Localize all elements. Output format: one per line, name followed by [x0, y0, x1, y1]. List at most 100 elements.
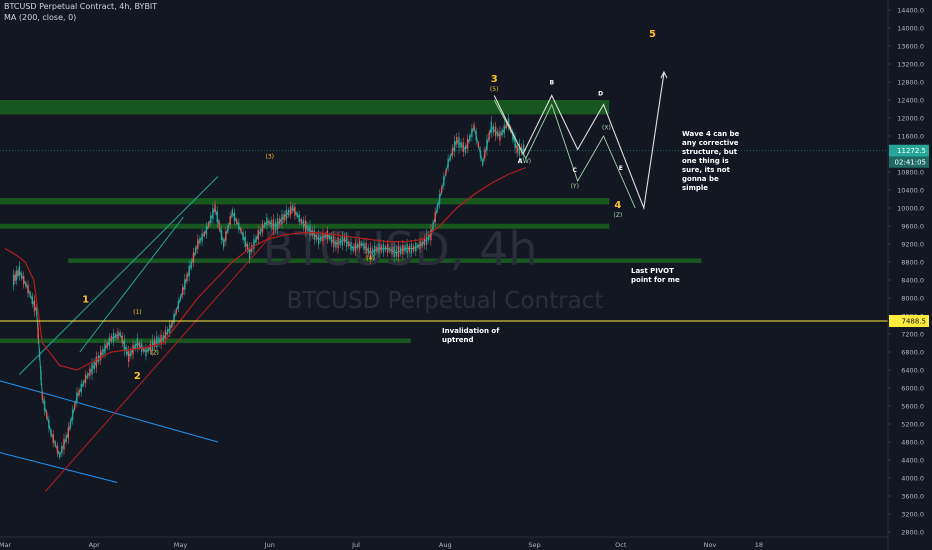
- candle-body: [350, 241, 352, 251]
- candle-body: [367, 247, 369, 254]
- candle-body: [201, 232, 203, 242]
- candle-body: [119, 331, 121, 337]
- candle-body: [69, 420, 72, 428]
- candle-body: [302, 220, 305, 228]
- candle-body: [186, 274, 188, 281]
- y-tick-label: 10400.0: [897, 186, 924, 194]
- zone-rect: [0, 223, 610, 229]
- candle-body: [74, 403, 76, 409]
- candle-body: [35, 307, 38, 316]
- wave-label: (W): [521, 158, 532, 165]
- candle-body: [91, 363, 93, 375]
- candle-body: [136, 338, 139, 348]
- y-tick-label: 6000.0: [901, 384, 924, 392]
- candle-body: [248, 247, 251, 259]
- annotation-wave4-line: structure, but: [682, 148, 738, 156]
- candle-body: [143, 347, 145, 352]
- candle-body: [497, 131, 499, 137]
- y-tick-label: 3600.0: [901, 492, 924, 500]
- candle-body: [52, 434, 54, 443]
- annotation-pivot: Last PIVOT point for me: [631, 267, 680, 284]
- candle-body: [337, 237, 339, 249]
- annotation-wave4-line: gonna be: [682, 175, 719, 183]
- candle-body: [419, 241, 421, 249]
- candle-body: [40, 370, 42, 381]
- candle-body: [240, 228, 242, 233]
- y-tick-label: 6800.0: [901, 348, 924, 356]
- candle-body: [378, 243, 380, 254]
- candle-body: [322, 232, 324, 242]
- candle-body: [184, 279, 186, 290]
- candle-body: [268, 220, 270, 225]
- y-tick-label: 4800.0: [901, 438, 924, 446]
- y-tick-label: 12000.0: [897, 114, 924, 122]
- candle-body: [43, 401, 46, 411]
- candle-body: [473, 124, 475, 130]
- wave-label: (3): [265, 154, 274, 161]
- y-tick-label: 8400.0: [901, 276, 924, 284]
- y-tick-label: 2800.0: [901, 528, 924, 536]
- candle-body: [205, 226, 208, 235]
- candle-body: [134, 343, 136, 349]
- annotation-invalidation-line: uptrend: [442, 336, 474, 344]
- candle-body: [197, 239, 199, 249]
- x-tick-label: Nov: [704, 541, 717, 549]
- candle-body: [110, 335, 113, 342]
- y-tick-label: 9200.0: [901, 240, 924, 248]
- candle-body: [343, 236, 346, 243]
- candle-body: [255, 236, 257, 243]
- candle-body: [404, 245, 406, 252]
- candle-body: [296, 212, 298, 217]
- candle-body: [229, 216, 231, 225]
- candle-body: [41, 393, 44, 401]
- candle-body: [503, 124, 505, 134]
- candle-body: [307, 225, 309, 232]
- indicator-label: MA (200, close, 0): [4, 13, 77, 22]
- y-tick-label: 13200.0: [897, 60, 924, 68]
- candle-body: [354, 243, 357, 252]
- candle-body: [423, 238, 426, 246]
- price-axis[interactable]: 14400.0 14000.0 13600.0 13200.0 12800.0 12400…: [887, 0, 924, 550]
- candle-body: [31, 296, 34, 304]
- candle-body: [270, 220, 272, 228]
- annotation-wave4-line: one thing is: [682, 157, 729, 165]
- wave-label: (Z): [614, 212, 623, 219]
- candle-body: [481, 160, 484, 166]
- candle-body: [71, 410, 74, 420]
- trendlines: [0, 176, 297, 492]
- wxyz-path: [493, 99, 636, 209]
- candle-body: [382, 244, 385, 253]
- y-tick-label: 8000.0: [901, 294, 924, 302]
- candle-body: [395, 249, 398, 257]
- candle-body: [428, 234, 430, 241]
- annotation-wave4-line: Wave 4 can be: [682, 130, 740, 138]
- candle-body: [389, 247, 391, 252]
- candle-body: [339, 238, 341, 245]
- candle-body: [112, 333, 115, 342]
- candle-body: [123, 339, 126, 351]
- ma-200-line: [4, 166, 527, 371]
- candle-body: [391, 247, 393, 255]
- candle-body: [512, 132, 514, 140]
- candle-body: [298, 214, 300, 222]
- candle-body: [471, 128, 473, 137]
- time-axis[interactable]: Mar Apr May Jun Jul Aug Sep Oct Nov 18: [0, 536, 888, 549]
- ma-200-series: [4, 166, 527, 371]
- candle-body: [130, 349, 132, 357]
- candle-body: [233, 212, 236, 222]
- x-tick-label: Oct: [615, 541, 627, 549]
- candle-body: [490, 121, 493, 133]
- candle-body: [335, 240, 337, 248]
- x-tick-label: May: [174, 541, 188, 549]
- candle-body: [380, 245, 382, 252]
- candle-body: [65, 435, 67, 442]
- candle-body: [317, 234, 320, 245]
- candle-body: [341, 235, 344, 246]
- candle-body: [320, 235, 322, 241]
- y-tick-label: 7200.0: [901, 330, 924, 338]
- annotation-wave4-line: sure, its not: [682, 166, 731, 174]
- candle-body: [169, 324, 171, 333]
- zone-rect: [0, 100, 610, 115]
- wave-label: 3: [491, 74, 498, 85]
